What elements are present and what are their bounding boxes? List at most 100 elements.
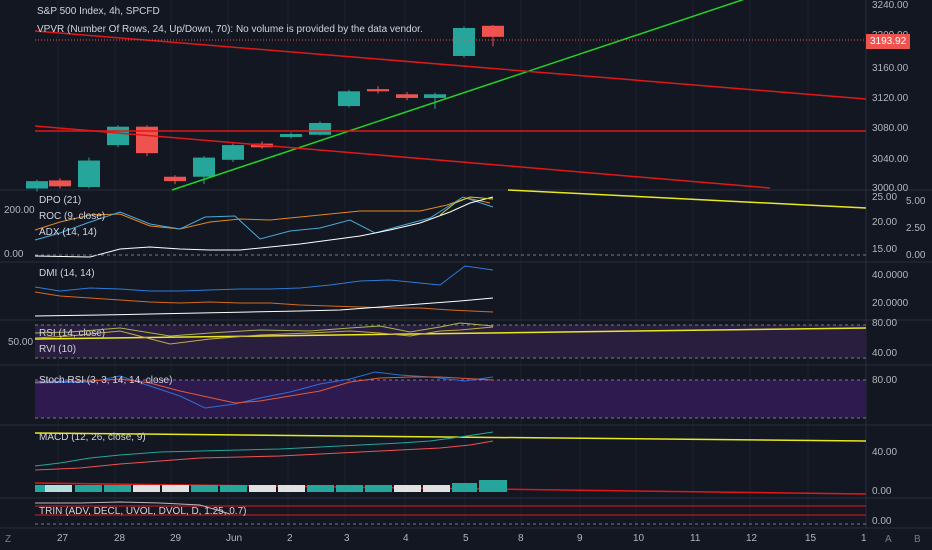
time-tick: 28 (114, 533, 126, 544)
candle-body (49, 180, 71, 187)
macd-histogram-bar (191, 485, 218, 492)
log-scale-button[interactable]: B (914, 534, 921, 545)
adx-tick: 25.00 (872, 192, 898, 203)
trin-label[interactable]: TRIN (ADV, DECL, UVOL, DVOL, D, 1.25, 0.… (39, 506, 247, 517)
trendline-red-upper (34, 30, 867, 100)
price-tick: 3160.00 (872, 63, 909, 74)
trendline-yellow-3 (34, 432, 867, 442)
macd-histogram-bar (452, 483, 477, 492)
adx-line (34, 196, 494, 258)
candle-body (453, 27, 475, 56)
macd-histogram-bar (394, 485, 421, 492)
macd-histogram-bar (249, 485, 276, 492)
macd-histogram-bar (278, 485, 305, 492)
price-tick: 3240.00 (872, 0, 909, 11)
dpo-line (34, 197, 491, 231)
macd-histogram-bar (423, 485, 450, 492)
macd-histogram-bar (133, 485, 160, 492)
dpo-signal-line (439, 196, 494, 216)
candle-body (26, 181, 48, 189)
macd-tick: 0.00 (872, 486, 892, 497)
candle-body (367, 89, 389, 92)
dpo-tick: 0.00 (4, 249, 24, 260)
stoch-tick: 80.00 (872, 375, 898, 386)
auto-scale-button[interactable]: A (885, 534, 892, 545)
time-tick: 9 (577, 533, 583, 544)
trendline-red-macd (34, 482, 867, 495)
dmi-adx-line (34, 297, 494, 317)
trendline-red-lower (34, 125, 771, 189)
adx-label[interactable]: ADX (14, 14) (39, 227, 97, 238)
zoom-reset-button[interactable]: Z (5, 534, 12, 545)
time-tick: 8 (518, 533, 524, 544)
trendline-green (171, 0, 745, 191)
trin-value-line (35, 501, 231, 515)
macd-histogram-bar (162, 485, 189, 492)
candle-body (482, 25, 504, 37)
macd-line (34, 431, 494, 467)
candle-body (396, 94, 418, 98)
time-tick: 12 (746, 533, 758, 544)
candle-body (107, 126, 129, 146)
last-price-tag: 3193.92 (866, 34, 911, 49)
candle-body (222, 145, 244, 160)
macd-signal-line (34, 440, 494, 471)
candle-body (309, 122, 331, 135)
time-tick: 11 (690, 533, 701, 544)
dmi-tick: 20.0000 (872, 298, 909, 309)
macd-histogram-bar (479, 480, 507, 492)
rvi-label[interactable]: RVI (10) (39, 344, 77, 355)
macd-histogram-bar (307, 485, 334, 492)
time-tick: 4 (403, 533, 409, 544)
price-tick: 3080.00 (872, 123, 909, 134)
roc-label[interactable]: ROC (9, close) (39, 211, 106, 222)
roc-tick: 5.00 (906, 196, 926, 207)
candle-body (424, 94, 446, 98)
adx-tick: 20.00 (872, 217, 898, 228)
roc-line (34, 196, 494, 241)
price-tick: 3120.00 (872, 93, 909, 104)
dmi-label[interactable]: DMI (14, 14) (39, 268, 95, 279)
time-tick: 29 (170, 533, 182, 544)
rsi-tick: 80.00 (872, 318, 898, 329)
roc-tick: 2.50 (906, 223, 926, 234)
rsi-tick: 40.00 (872, 348, 898, 359)
dmi-tick: 40.0000 (872, 270, 909, 281)
dpo-label[interactable]: DPO (21) (39, 195, 82, 206)
stoch-band (35, 380, 866, 418)
time-tick: Jun (226, 533, 243, 544)
candle-body (78, 160, 100, 188)
time-tick: 1 (861, 533, 867, 544)
candle-body (280, 134, 302, 137)
rsi-line (34, 322, 494, 337)
price-tick: 3040.00 (872, 154, 909, 165)
adx-tick: 15.00 (872, 244, 898, 255)
time-tick: 10 (633, 533, 645, 544)
stoch-label[interactable]: Stoch RSI (3, 3, 14, 14, close) (39, 375, 173, 386)
candle-body (193, 157, 215, 177)
rvi-tick: 50.00 (8, 337, 34, 348)
time-tick: 5 (463, 533, 469, 544)
dmi-minus-line (34, 291, 494, 313)
dmi-plus-line (34, 265, 494, 292)
candle-body (136, 126, 158, 154)
candle-body (164, 176, 186, 182)
macd-histogram-bar (365, 485, 392, 492)
dpo-tick: 200.00 (4, 205, 35, 216)
macd-histogram-bar (336, 485, 363, 492)
macd-histogram-bar (220, 485, 247, 492)
macd-tick: 40.00 (872, 447, 898, 458)
macd-label[interactable]: MACD (12, 26, close, 9) (39, 432, 146, 443)
candle-body (338, 91, 360, 107)
rsi-label[interactable]: RSI (14, close) (39, 328, 106, 339)
time-tick: 27 (57, 533, 69, 544)
vpvr-label[interactable]: VPVR (Number Of Rows, 24, Up/Down, 70): … (37, 24, 423, 35)
time-tick: 15 (805, 533, 817, 544)
trendline-yellow-1 (507, 189, 867, 209)
time-tick: 2 (287, 533, 293, 544)
rvi-line (34, 326, 494, 345)
symbol-title[interactable]: S&P 500 Index, 4h, SPCFD (37, 6, 160, 17)
trin-tick: 0.00 (872, 516, 892, 527)
macd-histogram-bar (45, 485, 72, 492)
